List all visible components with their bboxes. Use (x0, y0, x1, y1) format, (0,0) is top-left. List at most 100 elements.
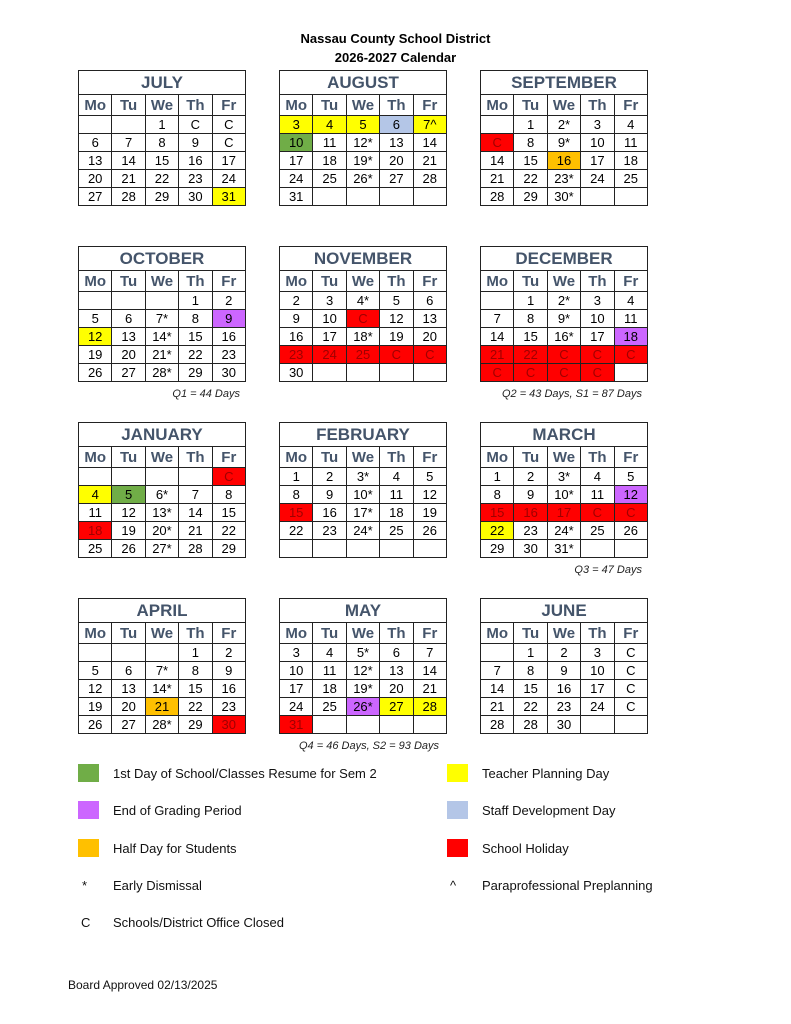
day-cell (278, 539, 314, 558)
day-cell (312, 715, 347, 734)
day-cell: 16 (546, 679, 582, 698)
week-row: 21 22 C C C (479, 345, 649, 364)
month-february: FEBRUARY Mo Tu We Th Fr 1 2 3* 4 5 8 9 10* 11 12 15 16 17*… (278, 422, 448, 558)
week-row: 31 (278, 187, 448, 206)
day-cell: C (211, 467, 247, 486)
day-cell: 14 (479, 327, 515, 346)
day-cell: 17 (580, 327, 615, 346)
week-row: 15 16 17 C C (479, 503, 649, 522)
day-cell: 13* (144, 503, 180, 522)
day-cell: 31* (546, 539, 582, 558)
day-cell (412, 187, 448, 206)
day-cell: 13 (111, 327, 146, 346)
day-cell: 15 (479, 503, 515, 522)
day-cell: 22 (178, 345, 213, 364)
day-cell: 17* (345, 503, 381, 522)
day-cell: 13 (111, 679, 146, 698)
day-cell: 7 (412, 643, 448, 662)
day-cell: C (613, 345, 649, 364)
weekday-header: Fr (211, 622, 247, 644)
weekday-header: Mo (479, 270, 515, 292)
day-cell: 2 (278, 291, 314, 310)
day-cell: 28* (144, 363, 180, 382)
day-cell: 10 (580, 661, 615, 680)
day-cell: 17 (580, 679, 615, 698)
day-cell: 23 (513, 521, 548, 540)
day-cell: 3 (312, 291, 347, 310)
day-cell (111, 643, 146, 662)
day-cell: 6 (77, 133, 113, 152)
week-row: 1 2 3* 4 5 (479, 467, 649, 486)
day-cell: 12* (345, 661, 381, 680)
day-cell: 8 (211, 485, 247, 504)
weekday-header: Tu (111, 94, 146, 116)
day-cell: 12 (613, 485, 649, 504)
day-cell: 5 (111, 485, 146, 504)
day-cell: 12 (379, 309, 414, 328)
day-cell: 10 (278, 133, 314, 152)
week-row: 14 15 16 17 18 (479, 151, 649, 170)
week-row: 24 25 26* 27 28 (278, 169, 448, 188)
day-cell: 13 (77, 151, 113, 170)
weekday-header: Mo (278, 622, 314, 644)
day-cell: 13 (379, 133, 414, 152)
day-cell: 3* (546, 467, 582, 486)
day-cell: 5 (379, 291, 414, 310)
day-cell: 18 (613, 327, 649, 346)
day-cell: 23 (178, 169, 213, 188)
month-may: MAY Mo Tu We Th Fr 3 4 5* 6 7 10 11 12* 13 14 17 18 19* 20 2… (278, 598, 448, 734)
day-cell: 20 (412, 327, 448, 346)
day-cell: 4 (613, 291, 649, 310)
weekday-header: Fr (613, 94, 649, 116)
day-cell (312, 539, 347, 558)
week-row: 21 22 23 24 C (479, 697, 649, 716)
day-cell: 25 (77, 539, 113, 558)
day-cell: 16 (178, 151, 213, 170)
day-cell: 7 (111, 133, 146, 152)
day-cell: 18 (312, 151, 347, 170)
day-cell: 14* (144, 327, 180, 346)
day-cell: 7* (144, 309, 180, 328)
day-cell: 4 (312, 643, 347, 662)
day-cell: 11 (77, 503, 113, 522)
month-june: JUNE Mo Tu We Th Fr 1 2 3 C 7 8 9 10 C 14 15 16 17 C 21 22 23 2… (479, 598, 649, 734)
weekday-header: Fr (211, 446, 247, 468)
district-title: Nassau County School District (300, 31, 491, 46)
day-cell: 28 (412, 697, 448, 716)
weekday-header: Th (379, 270, 414, 292)
weekday-header: Tu (312, 270, 347, 292)
day-cell: 16 (513, 503, 548, 522)
day-cell: 12 (412, 485, 448, 504)
day-cell: 28* (144, 715, 180, 734)
day-cell (77, 643, 113, 662)
week-row: 28 28 30 (479, 715, 649, 734)
weekday-header: Th (580, 446, 615, 468)
week-row: 7 8 9* 10 11 (479, 309, 649, 328)
day-cell: 8 (479, 485, 515, 504)
day-cell: 26 (111, 539, 146, 558)
week-row: 14 15 16* 17 18 (479, 327, 649, 346)
day-cell: 2 (211, 643, 247, 662)
weekday-header: Tu (312, 622, 347, 644)
week-row: 1 2* 3 4 (479, 291, 649, 310)
month-december: DECEMBER Mo Tu We Th Fr 1 2* 3 4 7 8 9* 10 11 14 15 16* 17… (479, 246, 649, 382)
day-cell: 30 (178, 187, 213, 206)
week-row: 12 13 14* 15 16 (77, 327, 247, 346)
day-cell (412, 539, 448, 558)
day-cell: 2* (546, 115, 582, 134)
week-row: 4 5 6* 7 8 (77, 485, 247, 504)
day-cell: C (345, 309, 381, 328)
week-row: 9 10 C 12 13 (278, 309, 448, 328)
day-cell (77, 115, 113, 134)
day-cell: C (613, 661, 649, 680)
day-cell: 26 (613, 521, 649, 540)
day-cell: 23 (278, 345, 314, 364)
day-cell: 19* (345, 679, 381, 698)
week-row: 5 6 7* 8 9 (77, 309, 247, 328)
